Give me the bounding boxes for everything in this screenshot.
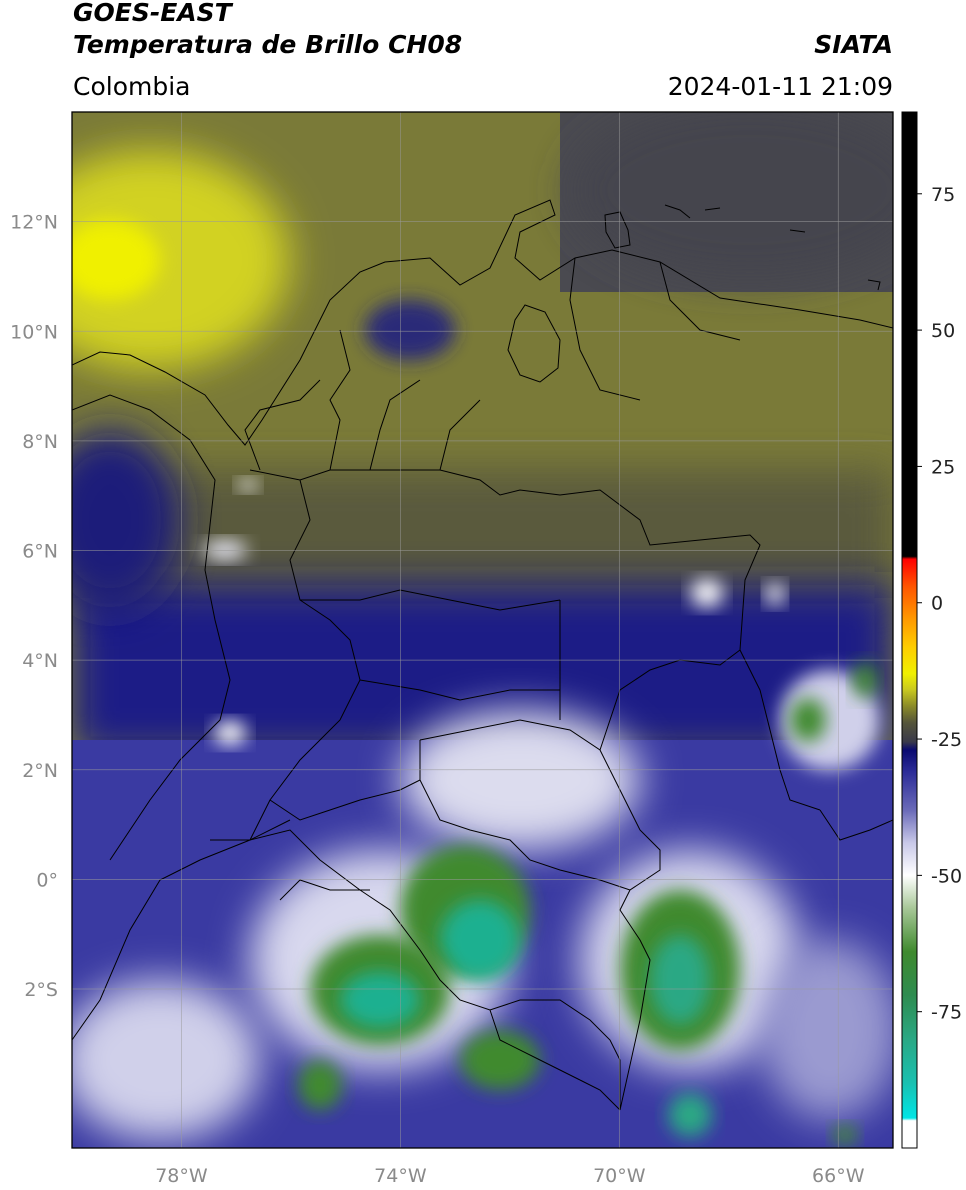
lon-label: 74°W [374,1165,427,1187]
lat-label: 4°N [22,650,58,672]
lat-label: 0° [36,869,58,891]
colorbar-tick-label: -75 [931,1002,962,1024]
colorbar-tick-label: -25 [931,729,962,751]
brightness-temperature-field [72,112,893,1148]
longitude-labels: 78°W 74°W 70°W 66°W [155,1165,864,1187]
lon-label: 78°W [155,1165,208,1187]
colorbar-ticks: 75 50 25 0 -25 -50 -75 [917,184,962,1024]
lon-label: 66°W [812,1165,865,1187]
brand-label: SIATA [814,30,893,59]
latitude-labels: 12°N 10°N 8°N 6°N 4°N 2°N 0° 2°S [10,212,58,1001]
colorbar [901,111,918,1149]
lat-label: 12°N [10,212,58,234]
colorbar-tick-label: -50 [931,865,962,887]
gridlines [72,112,893,1148]
boundaries [72,199,893,1111]
colorbar-tick-label: 25 [931,456,955,478]
datetime-label: 2024-01-11 21:09 [667,72,893,101]
product-title: Temperatura de Brillo CH08 [73,30,463,59]
satellite-title: GOES-EAST [73,0,232,27]
lat-label: 10°N [10,321,58,343]
lat-label: 8°N [22,431,58,453]
map-frame [71,111,894,1149]
lat-label: 2°S [24,979,58,1001]
lat-label: 6°N [22,541,58,563]
colorbar-tick-label: 75 [931,184,955,206]
colorbar-tick-label: 0 [931,593,943,615]
region-label: Colombia [73,72,191,101]
lon-label: 70°W [593,1165,646,1187]
colorbar-tick-label: 50 [931,320,955,342]
lat-label: 2°N [22,760,58,782]
